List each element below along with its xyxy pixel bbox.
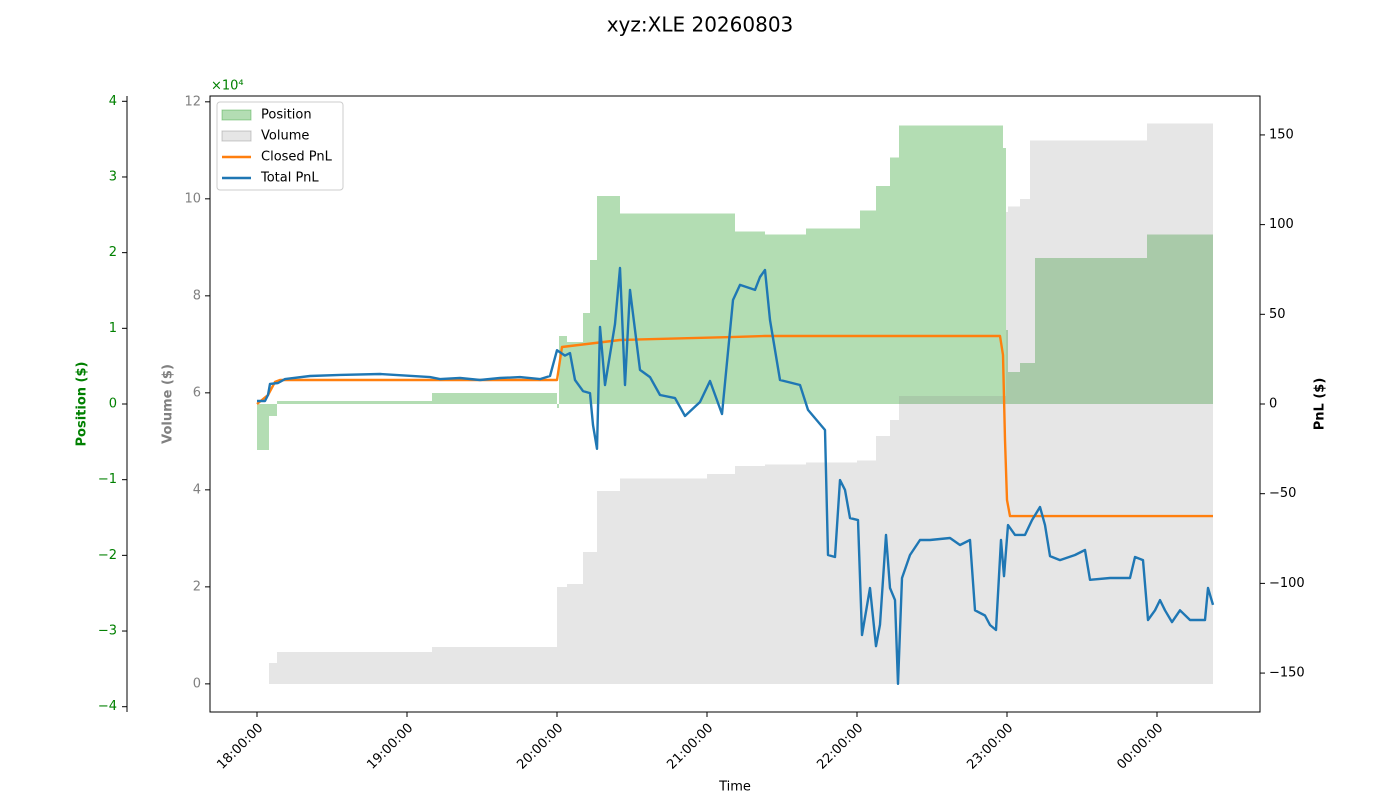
offset-label: ×10⁴ — [211, 79, 244, 94]
y-tick-label: 4 — [109, 94, 117, 109]
y-tick-label: −4 — [98, 699, 117, 714]
area-step — [620, 478, 707, 684]
area-step — [806, 228, 860, 404]
area-step — [765, 464, 806, 684]
y2-tick-label: 150 — [1269, 127, 1294, 142]
area-step — [1003, 148, 1006, 404]
area-step — [432, 647, 557, 684]
area-step — [1035, 257, 1147, 404]
volume-tick-label: 2 — [193, 579, 201, 594]
y-tick-label: 1 — [109, 321, 117, 336]
area-step — [735, 231, 765, 404]
area-step — [890, 157, 899, 404]
area-step — [890, 420, 899, 684]
volume-tick-label: 6 — [193, 385, 201, 400]
y-tick-label: 2 — [109, 245, 117, 260]
area-step — [1147, 234, 1213, 404]
x-tick-label: 19:00:00 — [364, 721, 416, 773]
area-step — [1030, 140, 1147, 684]
legend-box — [216, 101, 344, 191]
y-tick-label: −2 — [98, 548, 117, 563]
area-step — [899, 125, 1003, 404]
volume-tick-label: 12 — [184, 94, 201, 109]
area-step — [707, 473, 735, 684]
y2-tick-label: 0 — [1269, 397, 1277, 412]
area-step — [1006, 329, 1008, 404]
legend-label: Volume — [261, 129, 309, 144]
area-step — [590, 260, 597, 404]
y2-tick-label: −100 — [1269, 576, 1305, 591]
area-step — [1147, 123, 1213, 684]
legend-label: Position — [261, 108, 312, 123]
x-axis-label: Time — [718, 780, 751, 795]
x-tick-label: 21:00:00 — [664, 721, 716, 773]
area-step — [567, 341, 583, 404]
volume-tick-label: 4 — [193, 482, 201, 497]
area-step — [583, 313, 590, 404]
x-tick-label: 23:00:00 — [964, 721, 1016, 773]
y-tick-label: −3 — [98, 624, 117, 639]
volume-axis-label: Volume ($) — [161, 364, 176, 444]
volume-tick-label: 0 — [193, 676, 201, 691]
area-step — [620, 213, 735, 404]
area-step — [765, 234, 806, 404]
volume-tick-label: 10 — [184, 191, 201, 206]
area-step — [432, 393, 557, 404]
area-step — [583, 551, 597, 684]
y-axis-label: Position ($) — [75, 362, 90, 447]
area-step — [269, 663, 277, 684]
area-step — [1006, 211, 1008, 684]
area-step — [1020, 198, 1030, 684]
area-step — [567, 583, 583, 684]
plot-area — [256, 123, 1215, 685]
pnl-axis-label: PnL ($) — [1313, 378, 1328, 431]
legend-swatch — [221, 109, 252, 121]
area-step — [806, 462, 857, 684]
x-tick-label: 18:00:00 — [214, 721, 266, 773]
chart-title: xyz:XLE 20260803 — [607, 13, 794, 37]
area-step — [735, 466, 765, 684]
y2-tick-label: −150 — [1269, 666, 1305, 681]
area-step — [277, 651, 432, 684]
area-step — [277, 400, 432, 404]
y-tick-label: −1 — [98, 472, 117, 487]
y2-tick-label: 50 — [1269, 307, 1286, 322]
legend-swatch — [221, 130, 252, 142]
area-step — [557, 586, 567, 684]
x-tick-label: 00:00:00 — [1114, 721, 1166, 773]
legend: Position Volume Closed PnL Total PnL — [216, 101, 344, 191]
area-step — [1008, 206, 1020, 684]
legend-label: Closed PnL — [261, 150, 333, 165]
area-step — [257, 404, 269, 451]
x-tick-label: 20:00:00 — [514, 721, 566, 773]
pnl-line — [257, 266, 1215, 685]
area-step — [557, 404, 559, 408]
x-tick-label: 22:00:00 — [814, 721, 866, 773]
area-step — [559, 335, 567, 404]
area-step — [269, 404, 277, 417]
area-step — [876, 186, 890, 404]
area-step — [1008, 372, 1020, 404]
y-tick-label: 0 — [109, 397, 117, 412]
y-tick-label: 3 — [109, 169, 117, 184]
legend-label: Total PnL — [260, 171, 319, 186]
pnl-line — [256, 334, 1213, 518]
y2-tick-label: 100 — [1269, 217, 1294, 232]
area-step — [1020, 363, 1035, 404]
y2-tick-label: −50 — [1269, 486, 1296, 501]
area-step — [860, 210, 876, 404]
volume-tick-label: 8 — [193, 288, 201, 303]
area-step — [597, 490, 620, 684]
